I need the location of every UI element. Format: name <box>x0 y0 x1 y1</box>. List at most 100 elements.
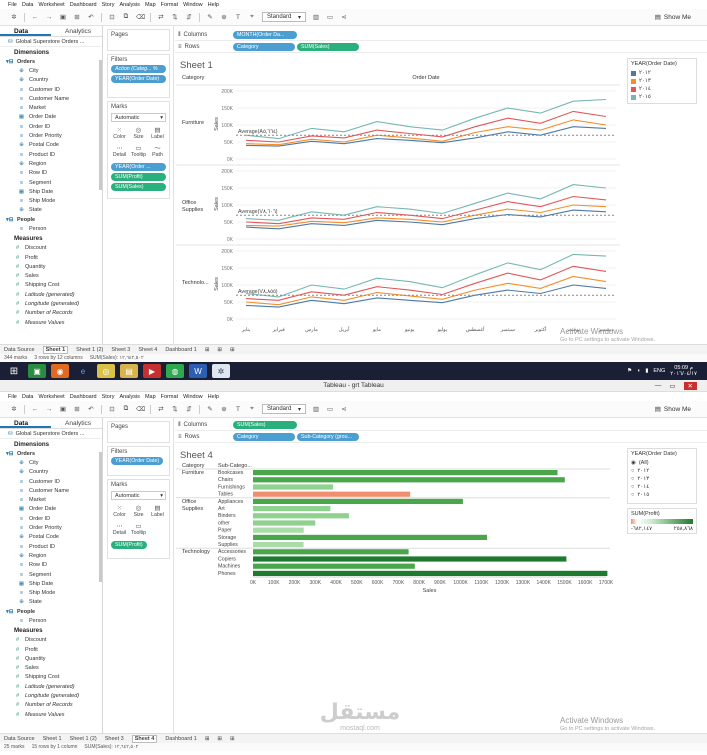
media-icon[interactable]: ▶ <box>143 364 161 378</box>
mark-pill[interactable]: SUM(Profit) <box>111 541 147 549</box>
new-dashboard-icon[interactable]: ⊞ <box>217 735 223 742</box>
new-sheet-icon[interactable]: ⊞ <box>204 346 210 353</box>
save-icon[interactable]: ▣ <box>59 14 67 21</box>
menu-item[interactable]: Dashboard <box>69 1 97 8</box>
measure-field[interactable]: # Shipping Cost <box>15 282 60 289</box>
columns-shelf[interactable]: ⫴ Columns SUM(Sales) <box>175 420 707 431</box>
new-datasource-icon[interactable]: ⊞ <box>74 406 80 413</box>
dimension-field[interactable]: ⊕ City <box>19 67 39 74</box>
sort-asc-icon[interactable]: ⇅ <box>172 406 178 413</box>
size-button[interactable]: ◎ Size <box>133 505 144 518</box>
label-button[interactable]: ▤ Label <box>151 127 164 140</box>
measure-field[interactable]: # Profit <box>15 254 38 261</box>
menu-item[interactable]: Dashboard <box>69 393 97 400</box>
legend-radio-item[interactable]: ○ ٢٠١٢ <box>631 468 650 474</box>
volume-icon[interactable]: ◖ <box>637 368 641 374</box>
sort-desc-icon[interactable]: ⇵ <box>186 14 192 21</box>
sheet-tab[interactable]: Sheet 3 <box>104 735 124 742</box>
measure-field[interactable]: # Number of Records <box>15 702 73 709</box>
save-icon[interactable]: ▣ <box>59 406 67 413</box>
ie-icon[interactable]: e <box>80 366 86 376</box>
dimension-field[interactable]: ▦ Order Date <box>18 114 57 121</box>
datasource-item[interactable]: ⛁ Global Superstore Orders ... <box>0 429 102 439</box>
tooltip-button[interactable]: ▭ Tooltip <box>131 145 146 158</box>
menu-item[interactable]: Map <box>144 393 156 400</box>
duplicate-icon[interactable]: ⧉ <box>123 405 129 412</box>
dimension-field[interactable]: ≡ Segment <box>19 571 52 578</box>
undo-icon[interactable]: ↶ <box>88 406 94 413</box>
dimension-field[interactable]: ≡ Customer Name <box>19 487 70 494</box>
label-icon[interactable]: T <box>236 405 240 413</box>
legend-radio-item[interactable]: ○ ٢٠١٥ <box>631 492 650 498</box>
dimension-field[interactable]: ≡ Customer ID <box>19 86 60 93</box>
legend-radio-item[interactable]: ○ ٢٠١٣ <box>631 476 650 482</box>
dimension-field[interactable]: ⊕ Country <box>19 469 49 476</box>
dimension-field[interactable]: ≡ Ship Mode <box>19 590 56 597</box>
measure-field[interactable]: # Sales <box>15 273 39 280</box>
sheet-tab[interactable]: Sheet 1 <box>42 735 62 742</box>
dimension-field[interactable]: ⊕ Country <box>19 77 49 84</box>
menu-item[interactable]: Help <box>207 1 219 8</box>
word-icon[interactable]: W <box>189 364 207 378</box>
measure-field[interactable]: # Sales <box>15 665 39 672</box>
rows-pill[interactable]: Category <box>233 433 295 441</box>
new-story-icon[interactable]: ⊞ <box>230 346 235 353</box>
measure-field[interactable]: # Discount <box>15 637 47 644</box>
sheet-tab[interactable]: Sheet 1 (2) <box>69 735 97 742</box>
swap-icon[interactable]: ⇄ <box>158 406 164 413</box>
dimension-field[interactable]: ≡ Market <box>19 497 46 504</box>
highlight-icon[interactable]: ✎ <box>207 14 213 21</box>
detail-button[interactable]: ⋯ Detail <box>112 523 127 536</box>
label-button[interactable]: ▤ Label <box>151 505 164 518</box>
maximize-icon[interactable]: ▭ <box>669 382 676 390</box>
measure-field[interactable]: # Longitude (generated) <box>15 301 80 308</box>
dimension-field[interactable]: ≡ Order ID <box>19 123 51 130</box>
network-icon[interactable]: ▮ <box>645 368 649 374</box>
measure-field[interactable]: # Shipping Cost <box>15 674 60 681</box>
menu-item[interactable]: Help <box>207 393 219 400</box>
menu-item[interactable]: Data <box>21 1 34 8</box>
undo-icon[interactable]: ↶ <box>88 14 94 21</box>
sort-desc-icon[interactable]: ⇵ <box>186 406 192 413</box>
presentation-icon[interactable]: ▭ <box>326 14 334 21</box>
sort-asc-icon[interactable]: ⇅ <box>172 14 178 21</box>
fit-select[interactable]: Standard ▾ <box>262 12 306 22</box>
dimension-field[interactable]: ≡ Row ID <box>19 562 48 569</box>
menu-item[interactable]: Story <box>101 1 115 8</box>
filter-pill[interactable]: YEAR(Order Date) <box>111 457 164 465</box>
menu-item[interactable]: Window <box>183 1 203 8</box>
path-button[interactable]: 〜 Path <box>152 145 163 158</box>
sheet-tab[interactable]: Sheet 1 (2) <box>76 346 104 353</box>
measure-field[interactable]: # Latitude (generated) <box>15 683 75 690</box>
legend-item[interactable]: ٢٠١٣ <box>631 77 693 85</box>
tab-analytics[interactable]: Analytics <box>65 28 92 35</box>
dimension-field[interactable]: ⊕ State <box>19 207 42 214</box>
tab-data[interactable]: Data <box>0 26 51 36</box>
dimension-field[interactable]: ⊕ Region <box>19 552 47 559</box>
filter-pill[interactable]: Action (Categ... % <box>111 65 166 73</box>
rows-pill[interactable]: SUM(Sales) <box>297 43 359 51</box>
sheet-tab[interactable]: Data Source <box>4 346 35 353</box>
dimension-field[interactable]: ≡ Customer Name <box>19 95 70 102</box>
dimension-field[interactable]: ≡ Ship Mode <box>19 198 56 205</box>
close-icon[interactable]: ✕ <box>683 381 697 390</box>
menu-item[interactable]: Analysis <box>119 393 140 400</box>
size-button[interactable]: ◎ Size <box>133 127 144 140</box>
chart-icon[interactable]: ▥ <box>312 406 320 413</box>
fit-select[interactable]: Standard ▾ <box>262 404 306 414</box>
presentation-icon[interactable]: ▭ <box>326 406 334 413</box>
columns-shelf[interactable]: ⫴ Columns MONTH(Order Da... <box>175 30 707 41</box>
mark-pill[interactable]: YEAR(Order ... <box>111 163 166 171</box>
chrome-icon[interactable]: ◎ <box>97 364 115 378</box>
show-me-button[interactable]: ▤ Show Me <box>654 13 691 22</box>
menu-item[interactable]: Data <box>21 393 34 400</box>
menu-item[interactable]: Map <box>144 1 156 8</box>
back-icon[interactable]: ← <box>31 13 39 21</box>
legend-item[interactable]: ٢٠١٥ <box>631 93 693 101</box>
folder-people[interactable]: ▾⊟ People <box>6 608 36 615</box>
tooltip-button[interactable]: ▭ Tooltip <box>131 523 146 536</box>
legend-radio-item[interactable]: ○ ٢٠١٤ <box>631 484 650 490</box>
forward-icon[interactable]: → <box>45 405 53 413</box>
menu-item[interactable]: Window <box>183 393 203 400</box>
measure-field[interactable]: # Profit <box>15 646 38 653</box>
